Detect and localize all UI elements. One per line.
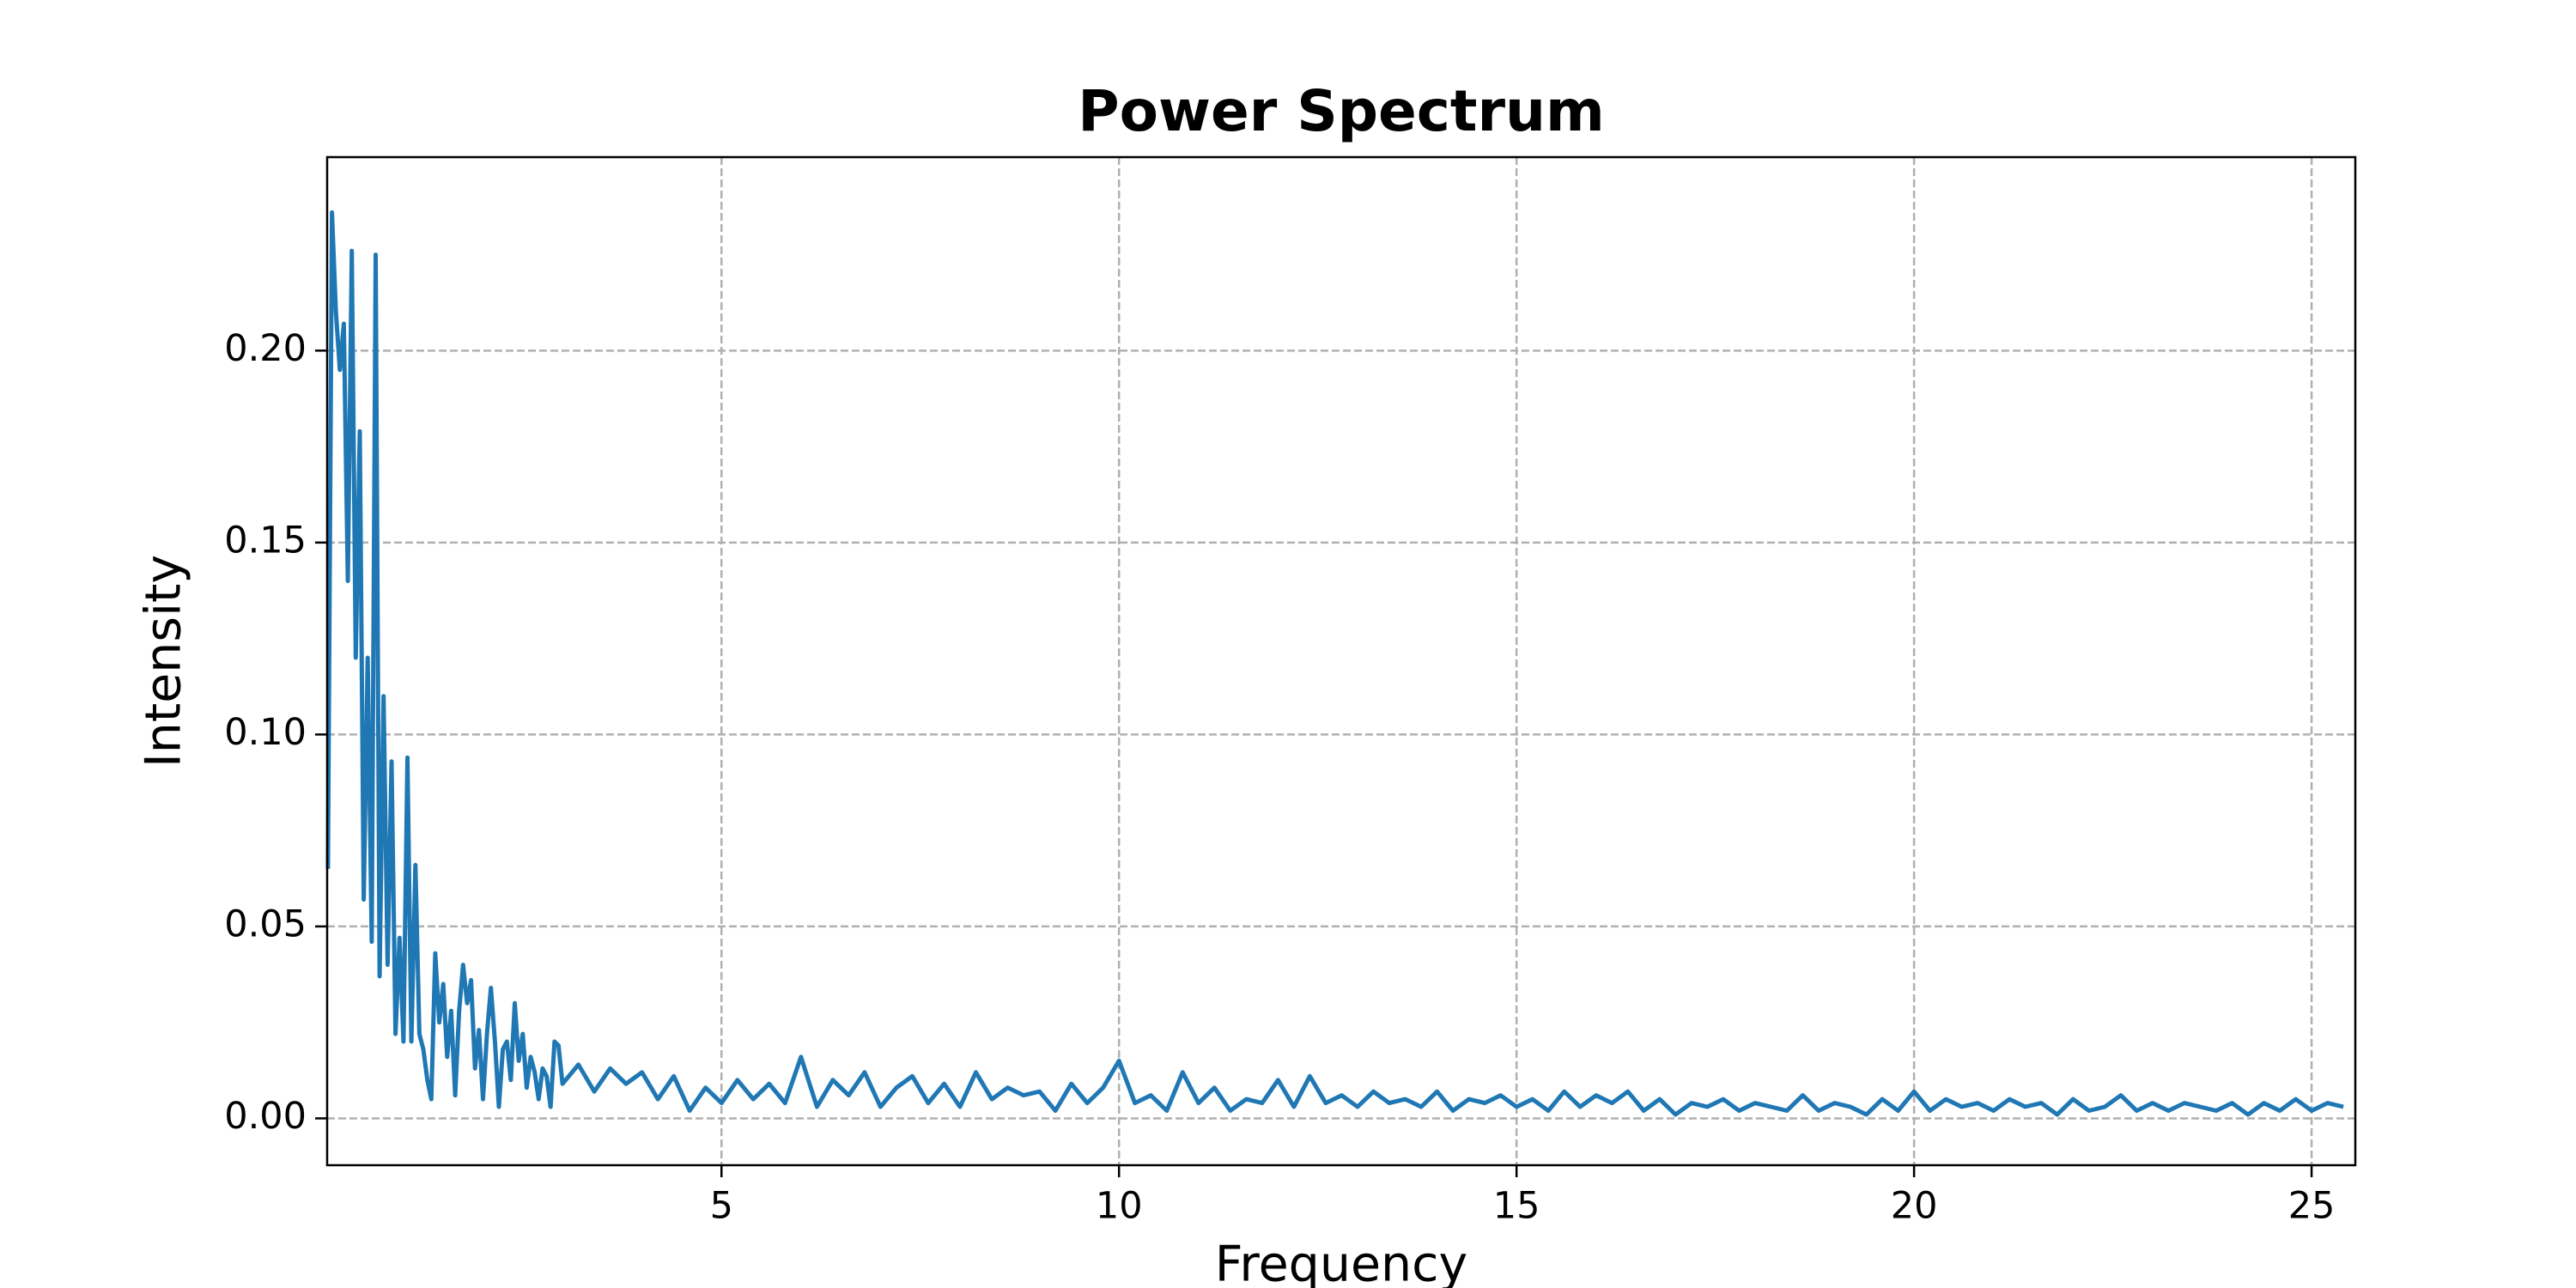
y-tick-label: 0.20 [224,327,307,370]
x-tick-label: 10 [1096,1185,1143,1228]
x-axis-label: Frequency [1215,1236,1467,1288]
plot-frame [325,155,2357,1167]
spectrum-line [325,210,2344,1117]
chart-title: Power Spectrum [1078,78,1605,144]
x-tick-label: 25 [2288,1185,2336,1228]
y-tick-label: 0.15 [224,519,307,562]
x-tick-label: 15 [1493,1185,1540,1228]
y-tick-label: 0.10 [224,711,307,754]
y-axis-label: Intensity [136,555,192,768]
x-tick-label: 20 [1891,1185,1938,1228]
x-tick-label: 5 [710,1185,733,1228]
y-tick-label: 0.05 [224,902,307,945]
y-tick-label: 0.00 [224,1095,307,1138]
